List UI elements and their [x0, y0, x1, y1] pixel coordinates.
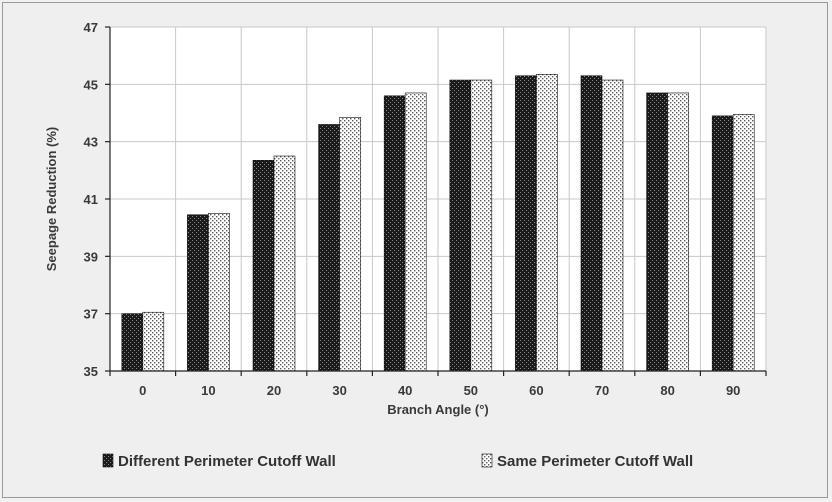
- x-tick-label: 90: [726, 383, 740, 398]
- x-tick-labels: 0 10 20 30 40 50 60 70 80 90: [139, 383, 740, 398]
- y-tick-labels: 35 37 39 41 43 45 47: [84, 20, 98, 379]
- x-tick-label: 0: [139, 383, 146, 398]
- bar-different-60: [515, 75, 537, 372]
- x-tick-label: 70: [595, 383, 609, 398]
- bar-different-40: [383, 95, 406, 372]
- x-tick-label: 30: [332, 383, 346, 398]
- bar-different-10: [187, 214, 209, 372]
- bar-same-90: [732, 114, 755, 372]
- x-tick-label: 80: [660, 383, 674, 398]
- y-tick-label: 39: [84, 249, 98, 264]
- x-tick-label: 40: [398, 383, 412, 398]
- bar-different-70: [580, 75, 603, 372]
- legend-label-different: Different Perimeter Cutoff Wall: [118, 453, 336, 470]
- legend-swatch-different: [102, 453, 114, 468]
- bar-same-10: [208, 213, 230, 372]
- y-tick-label: 37: [84, 307, 98, 322]
- bar-different-20: [252, 160, 275, 372]
- bar-different-50: [449, 79, 472, 372]
- bar-same-50: [470, 79, 493, 372]
- legend-label-same: Same Perimeter Cutoff Wall: [497, 453, 693, 470]
- y-tick-label: 45: [84, 77, 98, 92]
- bar-different-90: [711, 115, 734, 372]
- bar-same-20: [273, 155, 296, 372]
- x-tick-label: 20: [267, 383, 281, 398]
- bar-different-30: [318, 124, 340, 372]
- bar-same-60: [536, 74, 558, 372]
- bar-same-40: [404, 92, 427, 372]
- x-tick-label: 60: [529, 383, 543, 398]
- y-axis-title: Seepage Reduction (%): [44, 127, 59, 271]
- bar-same-0: [142, 311, 165, 372]
- bar-same-30: [339, 117, 361, 372]
- bar-same-80: [667, 92, 689, 372]
- bar-different-80: [646, 92, 668, 372]
- legend: Different Perimeter Cutoff Wall Same Per…: [102, 453, 693, 470]
- y-tick-label: 47: [84, 20, 98, 35]
- x-tick-label: 10: [201, 383, 215, 398]
- axes: [105, 26, 767, 376]
- x-axis-title: Branch Angle (°): [387, 402, 489, 417]
- legend-swatch-same: [481, 453, 493, 468]
- x-tick-label: 50: [464, 383, 478, 398]
- y-tick-label: 43: [84, 135, 98, 150]
- bars: [121, 74, 755, 372]
- bar-same-70: [601, 79, 624, 372]
- y-tick-label: 35: [84, 364, 98, 379]
- y-tick-label: 41: [84, 192, 98, 207]
- bar-different-0: [121, 313, 144, 372]
